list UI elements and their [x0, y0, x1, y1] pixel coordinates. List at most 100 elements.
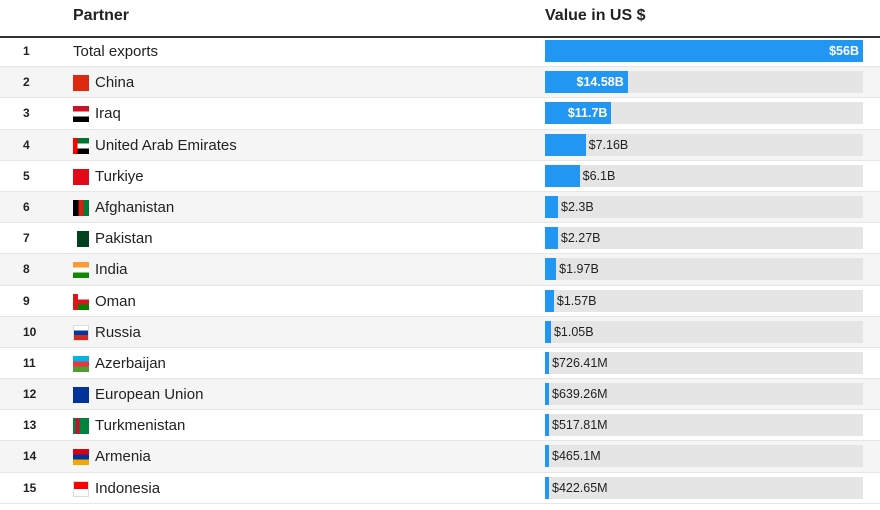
table-row: 1 Total exports $56B	[0, 36, 880, 68]
partner-column-header: Partner	[73, 7, 130, 24]
table-row: 7 Pakistan $2.27B	[0, 223, 880, 255]
bar-track: $1.57B	[545, 289, 863, 312]
value-bar	[545, 227, 558, 250]
partner-name: Pakistan	[95, 230, 153, 248]
rank-label: 13	[23, 418, 37, 433]
value-bar	[545, 289, 554, 312]
partner-name: Indonesia	[95, 479, 161, 497]
rank-label: 7	[23, 231, 30, 246]
rank-label: 9	[23, 293, 30, 308]
bar-track: $1.05B	[545, 320, 863, 343]
rank-label: 14	[23, 449, 37, 464]
indonesia-flag-icon	[73, 480, 89, 497]
table-row: 6 Afghanistan $2.3B	[0, 191, 880, 224]
table-row: 4 United Arab Emirates $7.16B	[0, 129, 880, 161]
value-column-header: Value in US $	[545, 7, 646, 24]
uae-flag-icon	[73, 137, 89, 154]
rank-label: 12	[23, 387, 37, 402]
value-bar	[545, 476, 549, 499]
partner-name: Oman	[95, 292, 136, 310]
turkmenistan-flag-icon	[73, 418, 89, 435]
value-bar	[545, 445, 549, 468]
bar-track: $6.1B	[545, 164, 863, 187]
armenia-flag-icon	[73, 449, 89, 466]
table-row: 11 Azerbaijan $726.41M	[0, 348, 880, 380]
value-label: $639.26M	[552, 387, 608, 402]
rank-label: 10	[23, 324, 37, 339]
table-header: Partner Value in US $	[0, 0, 880, 38]
azerbaijan-flag-icon	[73, 355, 89, 372]
bar-track: $465.1M	[545, 445, 863, 468]
partner-name: Azerbaijan	[95, 354, 166, 372]
table-row: 10 Russia $1.05B	[0, 316, 880, 348]
bar-track: $7.16B	[545, 133, 863, 156]
rank-label: 1	[23, 44, 30, 58]
afghanistan-flag-icon	[73, 199, 89, 216]
bar-track: $11.7B	[545, 102, 863, 125]
table-row: 14 Armenia $465.1M	[0, 441, 880, 473]
value-label: $2.27B	[560, 231, 601, 246]
value-label: $6.1B	[582, 168, 616, 183]
value-bar	[545, 102, 612, 125]
rank-label: 5	[23, 168, 30, 183]
partner-name: Afghanistan	[95, 198, 175, 216]
rank-label: 2	[23, 75, 30, 90]
rank-label: 4	[23, 137, 30, 152]
value-label: $517.81M	[552, 418, 608, 433]
value-bar	[545, 40, 863, 62]
india-flag-icon	[73, 262, 89, 279]
partner-name: Russia	[95, 323, 141, 341]
partner-name: Iraq	[95, 105, 121, 123]
table-body: 1 Total exports $56B 2 China $14.58B 3 Iraq $11.…	[0, 36, 880, 504]
value-label: $56B	[829, 44, 859, 58]
turkiye-flag-icon	[73, 168, 89, 185]
partner-name: Armenia	[95, 448, 151, 466]
value-bar	[545, 164, 580, 187]
value-label: $7.16B	[588, 137, 629, 152]
value-bar	[545, 320, 551, 343]
value-bar	[545, 414, 549, 437]
bar-track: $639.26M	[545, 383, 863, 406]
bar-track: $517.81M	[545, 414, 863, 437]
table-row: 12 European Union $639.26M	[0, 379, 880, 411]
value-label: $11.7B	[567, 106, 608, 121]
value-label: $1.57B	[556, 293, 597, 308]
bar-track: $726.41M	[545, 351, 863, 374]
bar-track: $56B	[545, 40, 863, 62]
partner-name: Turkmenistan	[95, 417, 186, 435]
value-bar	[545, 195, 559, 218]
table-row: 2 China $14.58B	[0, 67, 880, 99]
partner-name: Total exports	[73, 43, 159, 60]
partner-name: India	[95, 261, 128, 279]
rank-label: 3	[23, 106, 30, 121]
value-label: $2.3B	[561, 199, 594, 214]
value-label: $726.41M	[552, 355, 608, 370]
value-bar	[545, 258, 557, 281]
bar-track: $2.27B	[545, 227, 863, 250]
partner-name: United Arab Emirates	[95, 136, 237, 154]
table-row: 3 Iraq $11.7B	[0, 98, 880, 130]
china-flag-icon	[73, 75, 89, 92]
bar-track: $14.58B	[545, 71, 863, 94]
table-row: 13 Turkmenistan $517.81M	[0, 410, 880, 442]
value-label: $1.97B	[559, 262, 599, 277]
table-row: 8 India $1.97B	[0, 254, 880, 286]
rank-label: 11	[23, 355, 36, 370]
bar-track: $422.65M	[545, 476, 863, 499]
value-bar	[545, 133, 586, 156]
value-label: $422.65M	[552, 480, 608, 495]
partner-name: China	[95, 74, 135, 92]
rank-label: 6	[23, 199, 30, 214]
value-bar	[545, 383, 549, 406]
oman-flag-icon	[73, 293, 89, 310]
value-bar	[545, 351, 550, 374]
pakistan-flag-icon	[73, 231, 89, 248]
rank-label: 15	[23, 480, 37, 495]
russia-flag-icon	[73, 324, 89, 341]
bar-track: $2.3B	[545, 195, 863, 218]
bar-track: $1.97B	[545, 258, 863, 281]
iraq-flag-icon	[73, 106, 89, 123]
value-label: $14.58B	[576, 75, 624, 90]
partner-name: European Union	[95, 386, 204, 404]
